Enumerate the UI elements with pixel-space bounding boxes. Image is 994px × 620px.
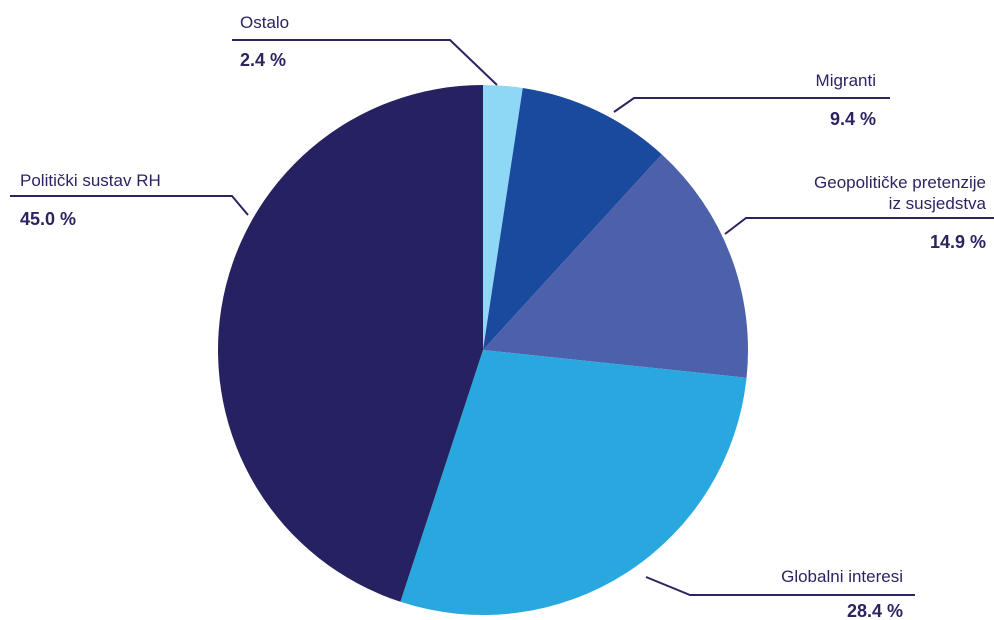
slice-percent-label: 2.4 % [240, 50, 286, 70]
pie-slices [217, 84, 749, 616]
slice-label: Geopolitičke pretenzije [814, 173, 986, 192]
slice-percent-label: 45.0 % [20, 209, 76, 229]
pie-slice [483, 154, 749, 378]
pie-labels: Ostalo 2.4 % Migranti 9.4 % Geopolitičke pre… [10, 13, 994, 620]
slice-percent-label: 28.4 % [847, 601, 903, 620]
leader-line [613, 97, 890, 113]
pie-slice [483, 85, 523, 350]
pie-slice [400, 350, 747, 616]
leader-line [645, 576, 915, 596]
slice-label: Migranti [816, 71, 876, 90]
leader-line [10, 195, 249, 216]
slice-label: Politički sustav RH [20, 171, 161, 190]
leader-line [232, 39, 498, 86]
slice-label: Globalni interesi [781, 567, 903, 586]
leader-line [724, 217, 994, 235]
pie-slice [217, 84, 484, 602]
slice-percent-label: 14.9 % [930, 232, 986, 252]
slice-label: Ostalo [240, 13, 289, 32]
slice-label: iz susjedstva [889, 194, 987, 213]
slice-percent-label: 9.4 % [830, 109, 876, 129]
pie-slice [483, 88, 662, 350]
